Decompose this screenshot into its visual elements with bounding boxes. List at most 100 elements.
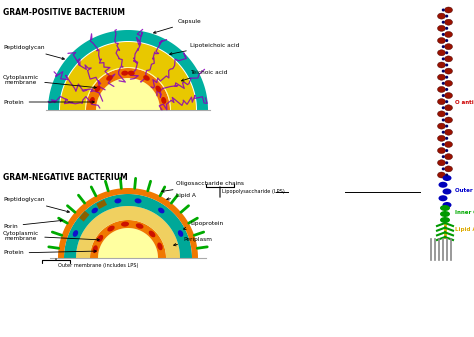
- Polygon shape: [76, 206, 180, 258]
- Text: Oligosaccharide chains: Oligosaccharide chains: [162, 182, 244, 192]
- Polygon shape: [96, 78, 160, 110]
- Ellipse shape: [445, 80, 453, 86]
- Text: Peptidoglycan: Peptidoglycan: [3, 45, 64, 60]
- Text: Outer membrane (includes LPS): Outer membrane (includes LPS): [58, 263, 138, 268]
- Ellipse shape: [442, 33, 445, 36]
- Ellipse shape: [438, 13, 446, 19]
- Ellipse shape: [438, 195, 447, 201]
- Polygon shape: [85, 67, 171, 110]
- Text: Outer Core: Outer Core: [455, 187, 474, 192]
- Text: GRAM-NEGATIVE BACTERIUM: GRAM-NEGATIVE BACTERIUM: [3, 173, 128, 182]
- Ellipse shape: [438, 135, 446, 141]
- Polygon shape: [64, 194, 192, 258]
- Ellipse shape: [92, 245, 98, 253]
- Ellipse shape: [442, 8, 445, 11]
- Ellipse shape: [143, 75, 150, 81]
- Text: Lipid A: Lipid A: [455, 227, 474, 233]
- Text: Periplasm: Periplasm: [173, 238, 212, 246]
- Polygon shape: [58, 188, 198, 258]
- Ellipse shape: [442, 94, 445, 97]
- Ellipse shape: [438, 160, 446, 166]
- Text: Lipid A: Lipid A: [167, 193, 196, 200]
- Ellipse shape: [73, 230, 78, 237]
- Ellipse shape: [445, 174, 448, 177]
- Ellipse shape: [445, 51, 448, 54]
- Ellipse shape: [442, 45, 445, 48]
- Ellipse shape: [107, 225, 115, 232]
- Bar: [96, 200, 107, 209]
- Ellipse shape: [445, 100, 448, 103]
- Ellipse shape: [438, 182, 447, 188]
- Ellipse shape: [445, 68, 453, 74]
- Ellipse shape: [121, 71, 128, 75]
- Ellipse shape: [438, 37, 446, 43]
- Text: Lipopolysaccharide (LPS): Lipopolysaccharide (LPS): [222, 189, 285, 194]
- Ellipse shape: [445, 63, 448, 66]
- Ellipse shape: [445, 7, 453, 13]
- Ellipse shape: [149, 231, 155, 237]
- Text: Cytoplasmic
membrane: Cytoplasmic membrane: [3, 74, 96, 89]
- Text: Lipoteichoic acid: Lipoteichoic acid: [170, 42, 239, 55]
- Text: Inner Core: Inner Core: [455, 210, 474, 215]
- Ellipse shape: [445, 44, 453, 50]
- Polygon shape: [60, 42, 196, 110]
- Ellipse shape: [438, 87, 446, 92]
- Ellipse shape: [445, 39, 448, 42]
- Text: Porin: Porin: [3, 219, 62, 228]
- Ellipse shape: [445, 112, 448, 115]
- Text: Capsule: Capsule: [154, 20, 202, 33]
- Ellipse shape: [128, 71, 135, 75]
- Ellipse shape: [158, 208, 164, 213]
- Ellipse shape: [445, 14, 448, 18]
- Ellipse shape: [442, 131, 445, 134]
- Ellipse shape: [114, 198, 121, 204]
- Ellipse shape: [445, 137, 448, 140]
- Ellipse shape: [445, 93, 453, 98]
- Ellipse shape: [445, 117, 453, 123]
- Ellipse shape: [440, 205, 450, 211]
- Ellipse shape: [95, 86, 100, 92]
- Ellipse shape: [442, 21, 445, 24]
- Ellipse shape: [442, 143, 445, 146]
- Ellipse shape: [442, 155, 445, 158]
- Ellipse shape: [442, 167, 445, 171]
- Polygon shape: [98, 228, 158, 258]
- Ellipse shape: [438, 62, 446, 68]
- Ellipse shape: [161, 97, 166, 104]
- Ellipse shape: [443, 188, 452, 194]
- Ellipse shape: [442, 82, 445, 85]
- Ellipse shape: [445, 149, 448, 152]
- Polygon shape: [90, 220, 166, 258]
- Ellipse shape: [445, 161, 448, 164]
- Ellipse shape: [91, 208, 98, 213]
- Bar: [79, 211, 90, 221]
- Ellipse shape: [97, 235, 103, 242]
- Ellipse shape: [178, 230, 183, 237]
- Ellipse shape: [157, 243, 163, 250]
- Ellipse shape: [155, 86, 161, 92]
- Ellipse shape: [445, 129, 453, 135]
- Ellipse shape: [442, 106, 445, 109]
- Ellipse shape: [438, 50, 446, 56]
- Ellipse shape: [445, 154, 453, 160]
- Polygon shape: [48, 30, 208, 110]
- Ellipse shape: [440, 211, 450, 217]
- Ellipse shape: [445, 56, 453, 62]
- Ellipse shape: [438, 123, 446, 129]
- Ellipse shape: [440, 217, 450, 223]
- Text: Protein: Protein: [3, 250, 96, 255]
- Ellipse shape: [445, 125, 448, 128]
- Ellipse shape: [135, 198, 142, 204]
- Text: O antigen: O antigen: [455, 100, 474, 105]
- Ellipse shape: [445, 76, 448, 79]
- Ellipse shape: [445, 88, 448, 91]
- Text: Teichoic acid: Teichoic acid: [182, 69, 228, 81]
- Text: Protein: Protein: [3, 99, 94, 104]
- Ellipse shape: [438, 148, 446, 154]
- Ellipse shape: [442, 70, 445, 72]
- Text: Lipoprotein: Lipoprotein: [183, 220, 223, 229]
- Ellipse shape: [445, 166, 453, 172]
- Ellipse shape: [90, 97, 95, 104]
- Ellipse shape: [438, 25, 446, 31]
- Text: Peptidoglycan: Peptidoglycan: [3, 197, 69, 213]
